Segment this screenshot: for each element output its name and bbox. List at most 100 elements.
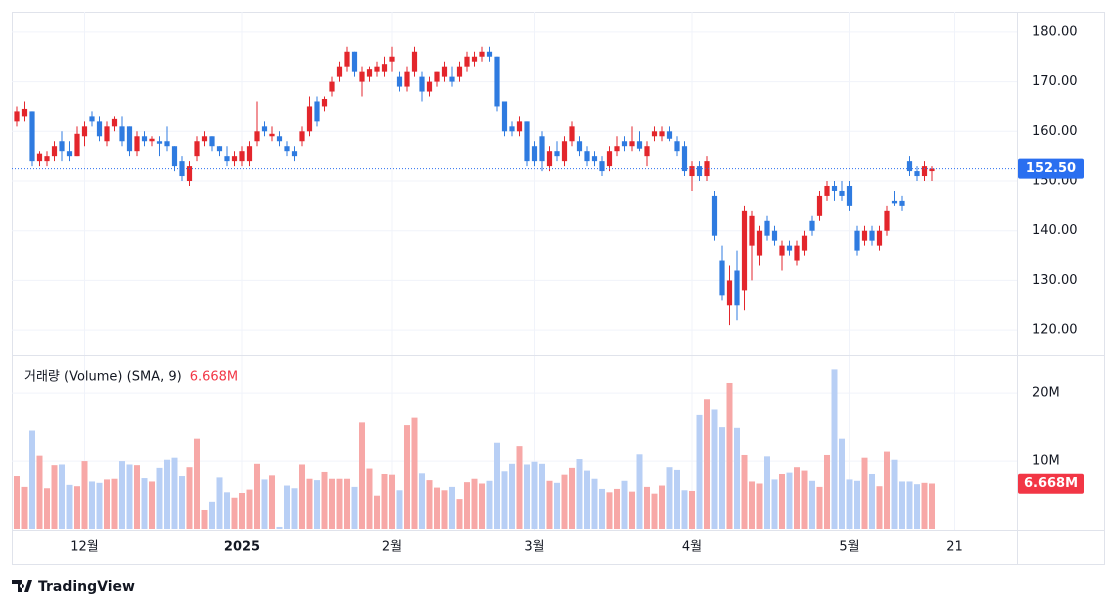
- volume-bar: [614, 488, 620, 529]
- candle-body: [134, 136, 140, 152]
- candle-body: [659, 131, 665, 137]
- candle-body: [666, 131, 673, 139]
- volume-bar: [156, 467, 163, 529]
- volume-bar: [126, 464, 133, 529]
- candle-body: [359, 71, 365, 82]
- volume-bar: [366, 468, 373, 529]
- candle-body: [291, 151, 298, 157]
- volume-bar: [719, 427, 725, 529]
- volume-bar: [569, 467, 575, 529]
- volume-bar: [179, 476, 185, 529]
- candle-body: [366, 69, 373, 77]
- candle-body: [374, 66, 380, 72]
- volume-bar: [14, 476, 20, 529]
- volume-bar: [231, 497, 238, 529]
- candle-body: [876, 230, 883, 246]
- candle-body: [531, 146, 538, 162]
- volume-bar: [299, 464, 305, 529]
- tradingview-logo[interactable]: TradingView: [12, 579, 135, 595]
- volume-bar: [404, 425, 410, 529]
- candle-body: [524, 121, 530, 162]
- candle-body: [449, 76, 455, 82]
- volume-bar: [906, 481, 913, 529]
- volume-bar: [824, 454, 830, 529]
- candle-body: [749, 215, 755, 246]
- volume-bar: [546, 480, 553, 529]
- volume-bar: [921, 482, 928, 529]
- volume-bar: [209, 501, 215, 529]
- volume-bar: [291, 488, 298, 529]
- volume-bar: [734, 427, 740, 529]
- volume-sma-label: 6.668M: [1024, 476, 1078, 491]
- volume-bar: [779, 473, 785, 529]
- candle-body: [239, 151, 245, 162]
- candle-body: [209, 136, 215, 147]
- y-tick-label: 180.00: [1032, 24, 1078, 39]
- candle-body: [824, 185, 830, 196]
- volume-bar: [441, 490, 448, 529]
- candle-body: [51, 146, 58, 157]
- candle-body: [516, 121, 523, 132]
- y-tick-label: 120.00: [1032, 323, 1078, 338]
- candle-body: [179, 161, 185, 177]
- candle-body: [276, 136, 283, 142]
- volume-bar: [419, 473, 425, 529]
- candle-body: [629, 141, 635, 147]
- volume-bar: [591, 478, 598, 529]
- candle-body: [599, 161, 605, 172]
- last-price-label: 152.50: [1026, 161, 1076, 176]
- volume-legend-value: 6.668M: [190, 370, 238, 385]
- x-tick-label: 5월: [839, 540, 859, 555]
- volume-bar: [606, 492, 613, 529]
- candle-body: [344, 51, 350, 67]
- volume-bar: [899, 481, 905, 529]
- candle-body: [786, 245, 793, 251]
- volume-bar: [456, 499, 463, 529]
- volume-bar: [554, 482, 560, 529]
- candle-body: [426, 81, 433, 92]
- candle-body: [149, 138, 155, 142]
- volume-bar: [831, 369, 838, 529]
- volume-tick-label: 10M: [1032, 454, 1060, 469]
- volume-bar: [771, 479, 778, 529]
- candle-body: [111, 118, 118, 127]
- volume-bar: [846, 479, 853, 529]
- candle-body: [336, 66, 343, 77]
- candle-body: [606, 151, 613, 167]
- volume-bar: [809, 480, 815, 529]
- candle-body: [464, 56, 470, 67]
- candle-body: [404, 71, 410, 87]
- volume-bar: [426, 480, 433, 529]
- volume-bar: [741, 454, 748, 529]
- candle-body: [396, 76, 403, 87]
- x-tick-label: 4월: [682, 540, 702, 555]
- candle-body: [89, 116, 95, 122]
- candle-body: [254, 131, 260, 142]
- candle-body: [674, 141, 680, 152]
- candle-body: [891, 200, 898, 204]
- candle-body: [869, 230, 875, 241]
- candle-body: [501, 101, 508, 132]
- candle-body: [269, 133, 275, 137]
- x-tick-label: 2월: [382, 540, 402, 555]
- candle-body: [546, 151, 553, 167]
- candle-body: [119, 126, 125, 142]
- x-tick-label: 12월: [70, 540, 99, 555]
- candle-body: [636, 141, 643, 149]
- volume-bar: [186, 467, 193, 529]
- candle-body: [651, 131, 658, 137]
- volume-bar: [149, 481, 155, 529]
- candle-body: [591, 156, 598, 162]
- volume-bar: [696, 414, 703, 529]
- volume-bar: [689, 490, 695, 529]
- volume-bar: [471, 478, 478, 529]
- candle-body: [216, 146, 223, 152]
- candle-body: [419, 76, 425, 92]
- candle-body: [186, 166, 193, 182]
- volume-bar: [914, 484, 920, 529]
- volume-bar: [381, 473, 388, 529]
- volume-bar: [599, 488, 605, 529]
- candle-body: [809, 220, 815, 231]
- volume-bar: [164, 459, 170, 529]
